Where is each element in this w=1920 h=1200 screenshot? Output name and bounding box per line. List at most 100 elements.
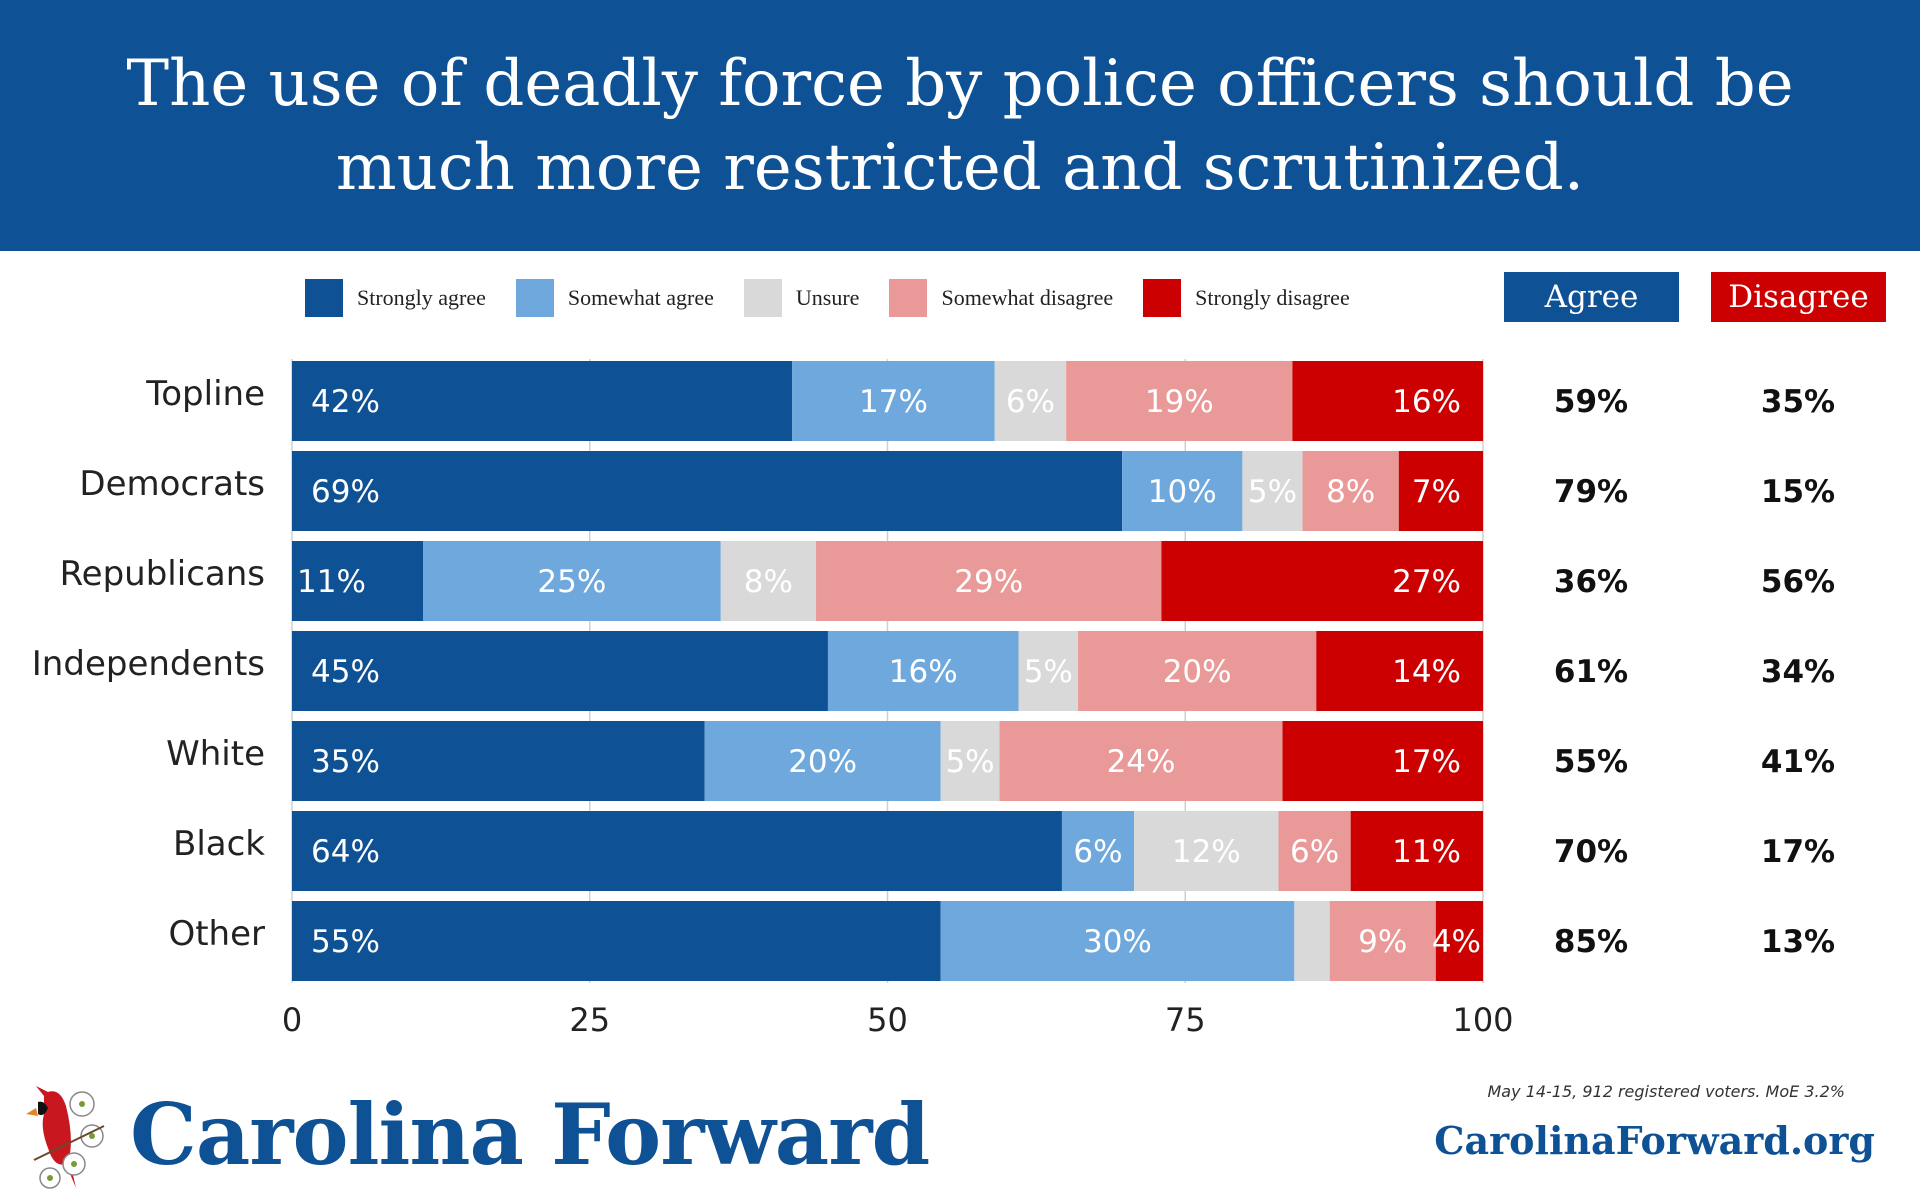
agree-total: 85% (1554, 924, 1628, 960)
segment-label: 17% (859, 384, 928, 420)
bar-segment (999, 721, 1283, 801)
legend-swatch (889, 279, 928, 317)
segment-label: 24% (1107, 744, 1176, 780)
legend-label: Unsure (795, 285, 860, 310)
bar-segment (423, 541, 721, 621)
bar-segment (1242, 451, 1303, 531)
legend-item-somewhat-disagree: Somewhat disagree (889, 279, 1113, 317)
segment-label: 16% (889, 654, 958, 690)
agree-header: Agree (1504, 272, 1679, 322)
agree-total: 70% (1554, 834, 1628, 870)
legend-item-unsure: Unsure (743, 279, 860, 317)
segment-label: 42% (311, 384, 380, 420)
segment-label: 27% (1392, 564, 1461, 600)
legend-label: Somewhat agree (567, 285, 714, 310)
bar-segment (1066, 361, 1293, 441)
disagree-total: 34% (1761, 654, 1835, 690)
survey-note: May 14-15, 912 registered voters. MoE 3.… (1487, 1082, 1846, 1101)
bar-segment (1018, 631, 1079, 711)
segment-label: 64% (311, 834, 380, 870)
legend-label: Somewhat disagree (941, 285, 1114, 310)
bar-segment (1278, 811, 1351, 891)
bar-segment (704, 721, 941, 801)
legend-swatch (305, 279, 343, 317)
segment-label: 7% (1412, 474, 1461, 510)
bar-segment (1350, 811, 1483, 891)
segment-label: 20% (1163, 654, 1232, 690)
brand-name: Carolina Forward (130, 1085, 930, 1184)
segment-label: 10% (1148, 474, 1217, 510)
agree-total: 59% (1554, 384, 1628, 420)
segment-label: 4% (1432, 924, 1481, 960)
disagree-total: 17% (1761, 834, 1835, 870)
segment-label: 14% (1392, 654, 1461, 690)
segment-label: 45% (311, 654, 380, 690)
bar-segment (1292, 361, 1483, 441)
bar-segment (1161, 541, 1483, 621)
bar-segment (292, 361, 793, 441)
category-label: Topline (145, 374, 265, 414)
disagree-total: 15% (1761, 474, 1835, 510)
bar-segment (1316, 631, 1483, 711)
bar-segment (1078, 631, 1317, 711)
segment-label: 9% (1358, 924, 1407, 960)
segment-label: 6% (1006, 384, 1055, 420)
segment-label: 8% (1326, 474, 1375, 510)
legend-item-somewhat-agree: Somewhat agree (515, 279, 714, 317)
bar-segment (1282, 721, 1483, 801)
category-label: Independents (32, 644, 265, 684)
title-banner: The use of deadly force by police office… (0, 0, 1920, 251)
website-link[interactable]: CarolinaForward.org (1434, 1118, 1875, 1163)
category-label: White (166, 734, 265, 774)
segment-label: 5% (1024, 654, 1073, 690)
bar-segment (1294, 901, 1330, 981)
x-tick-label: 50 (867, 1001, 908, 1039)
bar-segment (1398, 451, 1483, 531)
segment-label: 5% (1248, 474, 1297, 510)
bar-segment (292, 451, 1123, 531)
category-label: Republicans (60, 554, 265, 594)
bar-segment (940, 901, 1295, 981)
segment-label: 30% (1083, 924, 1152, 960)
segment-label: 17% (1392, 744, 1461, 780)
disagree-total: 41% (1761, 744, 1835, 780)
bar-segment (1061, 811, 1135, 891)
bar-segment (720, 541, 817, 621)
legend: Strongly agree Somewhat agree Unsure Som… (305, 278, 1380, 318)
chart-title: The use of deadly force by police office… (126, 46, 1794, 205)
segment-label: 35% (311, 744, 380, 780)
legend-item-strongly-agree: Strongly agree (305, 279, 486, 317)
bar-segment (292, 901, 941, 981)
segment-label: 69% (311, 474, 380, 510)
disagree-header: Disagree (1711, 272, 1886, 322)
disagree-total: 56% (1761, 564, 1835, 600)
segment-label: 19% (1145, 384, 1214, 420)
legend-label: Strongly disagree (1195, 285, 1350, 310)
bar-segment (994, 361, 1067, 441)
bar-segment (292, 721, 705, 801)
x-tick-label: 0 (282, 1001, 302, 1039)
x-tick-label: 100 (1452, 1001, 1513, 1039)
agree-total: 61% (1554, 654, 1628, 690)
segment-label: 8% (744, 564, 793, 600)
category-label: Black (173, 824, 265, 864)
x-tick-label: 75 (1165, 1001, 1206, 1039)
bar-segment (1134, 811, 1279, 891)
legend-swatch (515, 279, 554, 317)
segment-label: 16% (1392, 384, 1461, 420)
bar-segment (1329, 901, 1436, 981)
disagree-total: 35% (1761, 384, 1835, 420)
bar-segment (816, 541, 1162, 621)
segment-label: 6% (1290, 834, 1339, 870)
segment-label: 6% (1073, 834, 1122, 870)
segment-label: 5% (945, 744, 994, 780)
disagree-total: 13% (1761, 924, 1835, 960)
bar-segment (292, 631, 828, 711)
bar-segment (1122, 451, 1243, 531)
agree-total: 55% (1554, 744, 1628, 780)
bar-segment (292, 811, 1062, 891)
category-label: Democrats (79, 464, 265, 504)
bar-segment (1435, 901, 1483, 981)
segment-label: 11% (297, 564, 366, 600)
